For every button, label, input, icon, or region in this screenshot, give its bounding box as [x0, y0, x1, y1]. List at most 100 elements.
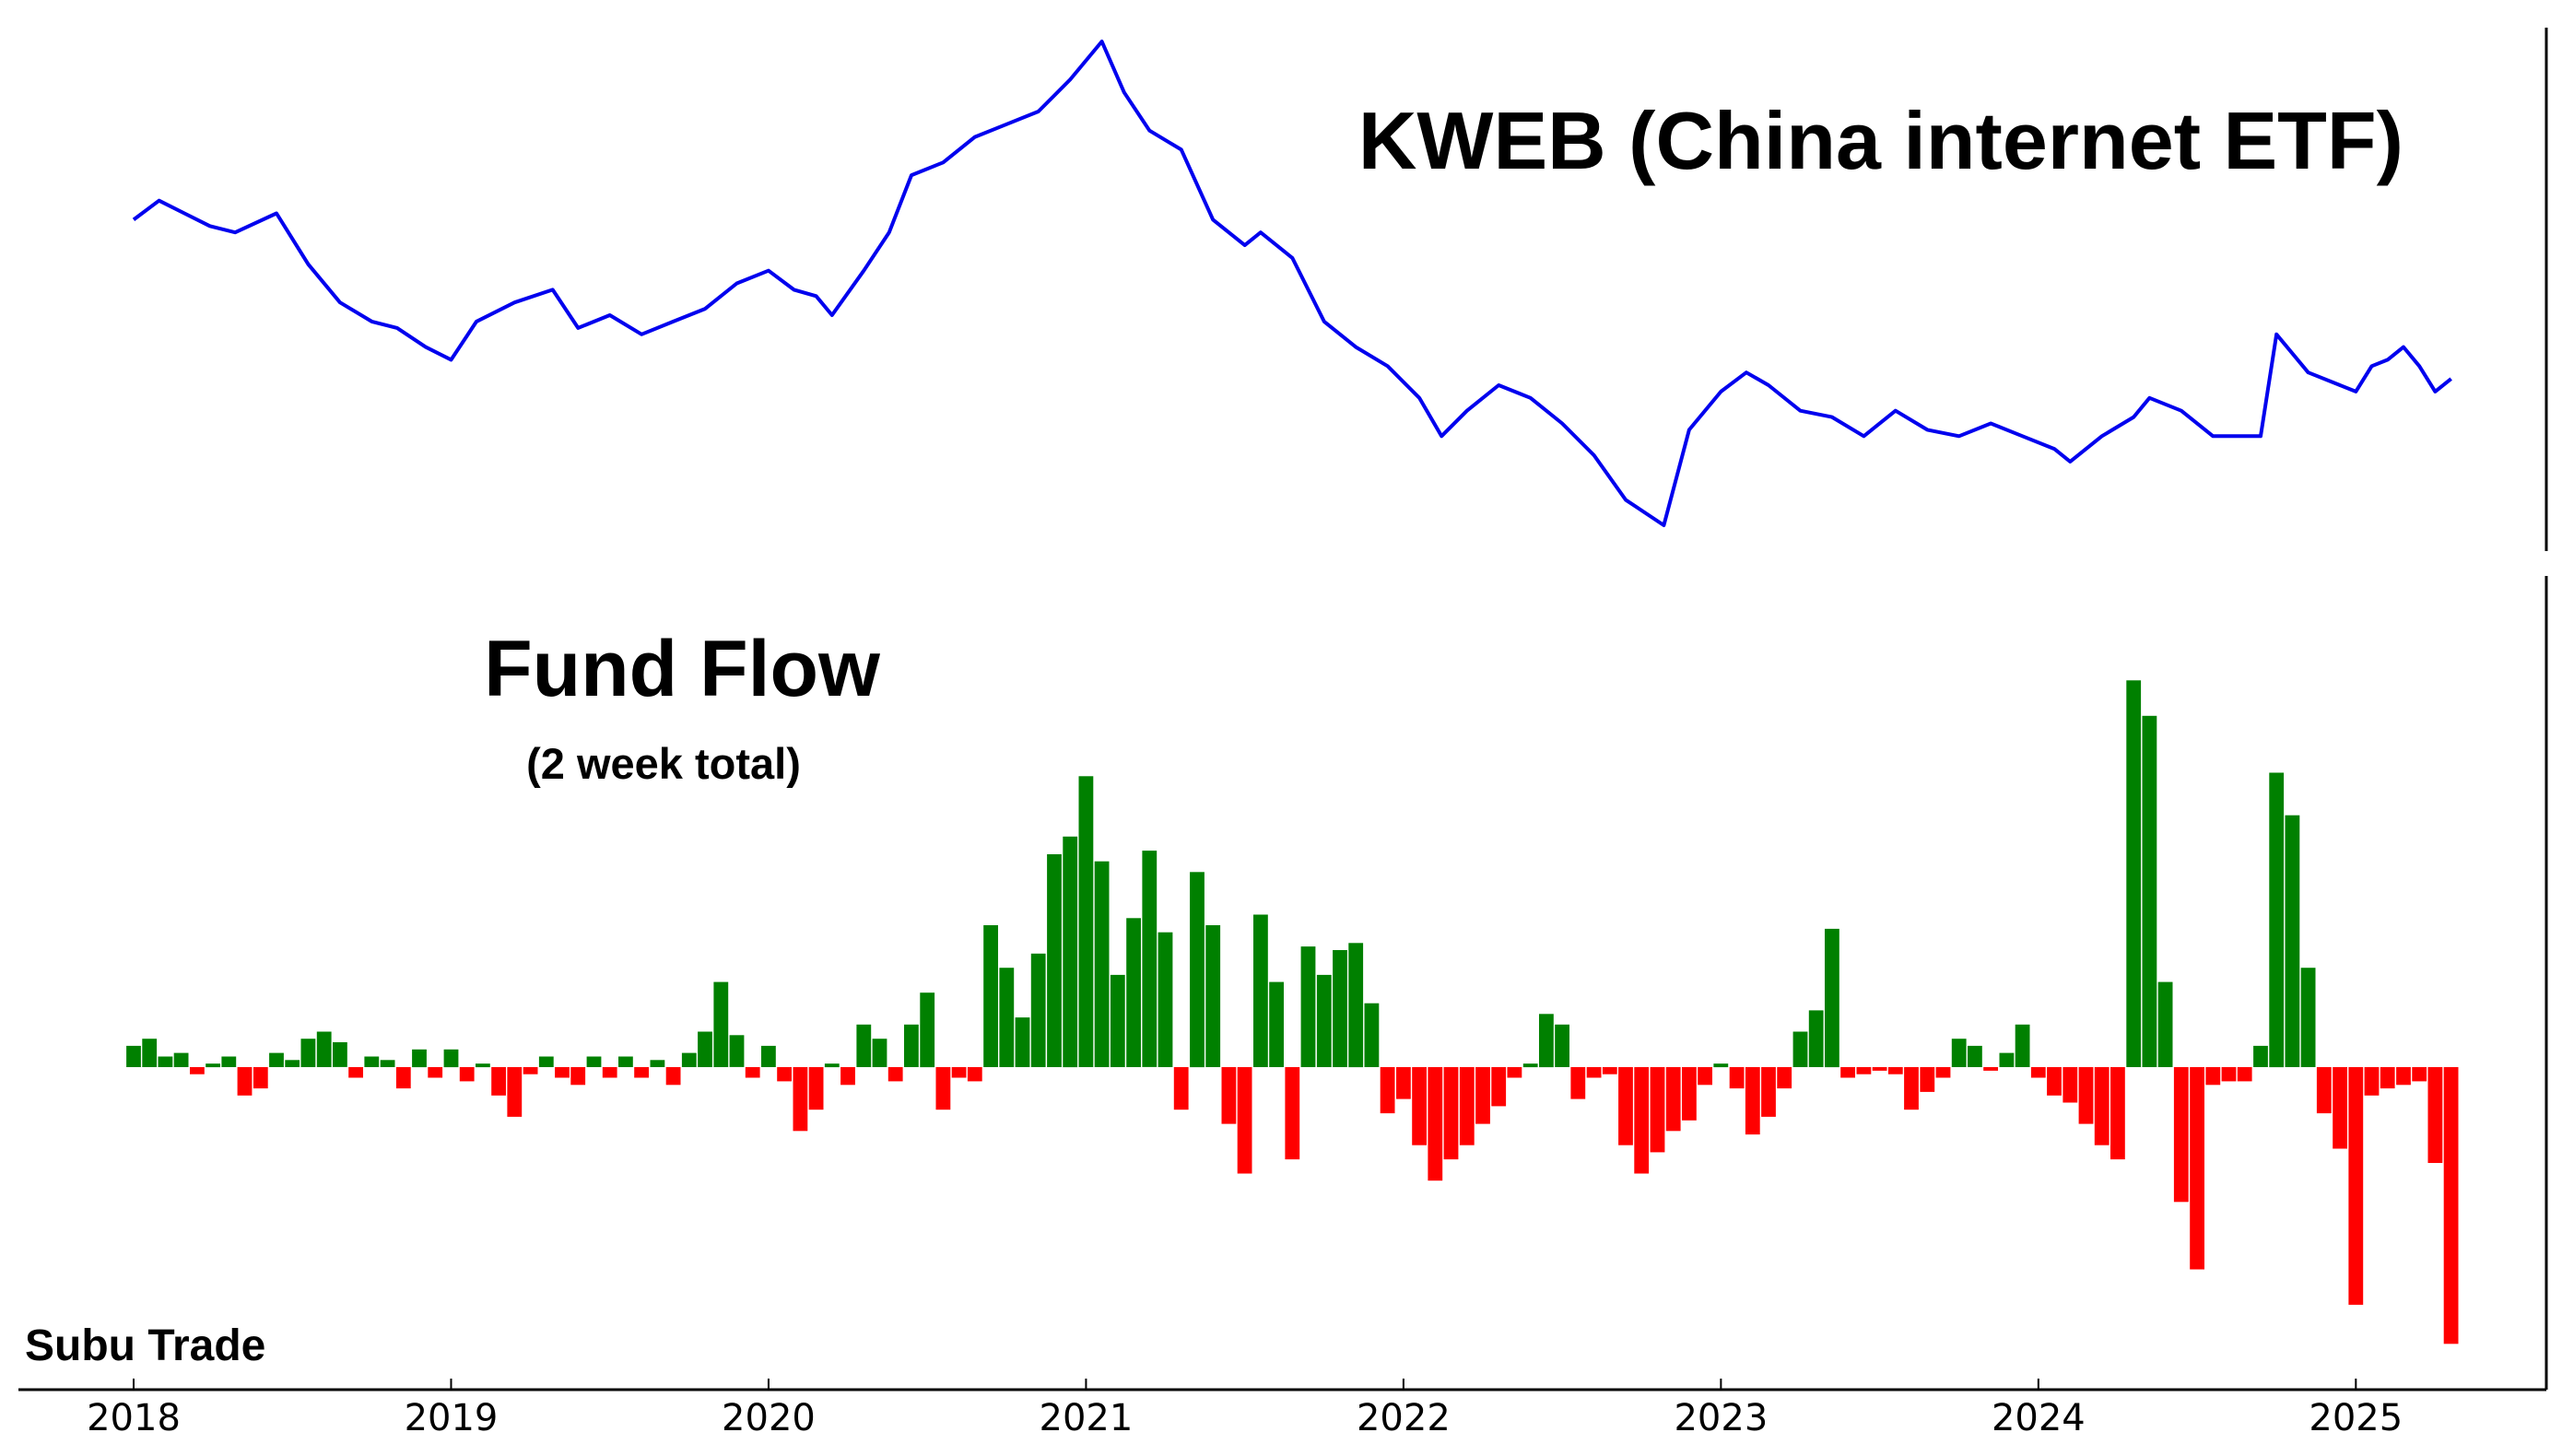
flow-bar-outflow [237, 1067, 253, 1096]
flow-bar-inflow [761, 1045, 776, 1067]
flow-bar-outflow [1428, 1067, 1443, 1181]
flow-bar-inflow [904, 1024, 919, 1067]
flow-bar-inflow [126, 1045, 141, 1067]
flow-bar-inflow [1555, 1024, 1569, 1067]
flow-bar-outflow [887, 1067, 903, 1082]
flow-bar-inflow [380, 1060, 395, 1067]
x-tick-label: 2021 [1040, 1397, 1134, 1439]
flow-bar-outflow [348, 1067, 363, 1078]
price-panel: KWEB (China internet ETF) [132, 28, 2548, 551]
flow-bar-inflow [681, 1052, 697, 1067]
flow-bar-outflow [634, 1067, 649, 1078]
x-tick-label: 2018 [87, 1397, 181, 1439]
flow-bar-inflow [1364, 1003, 1380, 1067]
flow-bar-inflow [1713, 1063, 1729, 1068]
flow-bar-outflow [523, 1067, 538, 1074]
flow-bar-inflow [2126, 680, 2142, 1067]
flow-bar-outflow [1475, 1067, 1490, 1124]
flow-bar-inflow [333, 1042, 347, 1067]
flow-bar-inflow [650, 1060, 665, 1067]
flow-bar-outflow [808, 1067, 824, 1110]
flow-bar-inflow [206, 1063, 220, 1068]
flow-bar-outflow [1729, 1067, 1745, 1089]
flow-bar-outflow [1602, 1067, 1617, 1074]
flow-bar-outflow [570, 1067, 586, 1086]
flow-bar-inflow [1269, 981, 1284, 1067]
flow-bar-outflow [395, 1067, 411, 1089]
flow-bar-inflow [443, 1049, 459, 1068]
flow-panel: Fund Flow (2 week total) 2018 2019 2020 202… [18, 576, 2548, 1439]
flow-bar-inflow [983, 925, 998, 1067]
flow-bar-outflow [2412, 1067, 2427, 1082]
flow-bar-outflow [967, 1067, 982, 1082]
flow-bar-inflow [1030, 953, 1046, 1067]
flow-bar-outflow [2333, 1067, 2347, 1149]
watermark: Subu Trade [25, 1321, 265, 1370]
flow-bar-outflow [1920, 1067, 1935, 1092]
flow-bar-outflow [2364, 1067, 2380, 1096]
flow-bar-outflow [1173, 1067, 1189, 1110]
flow-bar-outflow [1237, 1067, 1252, 1174]
flow-bar-outflow [1887, 1067, 1903, 1074]
flow-bar-outflow [1698, 1067, 1712, 1086]
flow-bar-outflow [1682, 1067, 1697, 1121]
flow-bar-inflow [1094, 861, 1110, 1067]
price-line [132, 40, 2452, 527]
flow-bar-inflow [872, 1039, 887, 1067]
flow-bar-inflow [269, 1052, 284, 1067]
flow-bar-inflow [1142, 851, 1158, 1067]
flow-bar-inflow [1158, 932, 1173, 1067]
flow-bar-inflow [729, 1035, 745, 1067]
flow-bar-outflow [190, 1067, 205, 1074]
flow-bar-inflow [412, 1049, 427, 1068]
flow-bar-inflow [618, 1056, 633, 1067]
flow-bar-outflow [1745, 1067, 1760, 1135]
flow-bar-outflow [1856, 1067, 1872, 1074]
flow-bar-inflow [2285, 815, 2300, 1067]
flow-bar-outflow [2348, 1067, 2364, 1305]
flow-bar-outflow [1634, 1067, 1650, 1174]
flow-bar-inflow [2269, 772, 2285, 1068]
flow-bar-outflow [1904, 1067, 1919, 1110]
flow-bar-inflow [142, 1039, 158, 1067]
flow-bar-outflow [665, 1067, 681, 1086]
flow-bar-outflow [1396, 1067, 1411, 1099]
x-tick-label: 2025 [2309, 1397, 2403, 1439]
flow-bar-inflow [538, 1056, 554, 1067]
flow-bar-outflow [1380, 1067, 1395, 1114]
flow-bar-inflow [586, 1056, 602, 1067]
flow-bar-inflow [1792, 1031, 1808, 1067]
flow-bar-inflow [698, 1031, 712, 1067]
flow-bar-inflow [1078, 776, 1094, 1067]
flow-bar-outflow [777, 1067, 792, 1082]
flow-bar-outflow [1840, 1067, 1855, 1078]
flow-chart-title: Fund Flow [484, 625, 881, 713]
flow-bar-outflow [2316, 1067, 2332, 1114]
flow-bar-outflow [2190, 1067, 2204, 1270]
flow-bar-inflow [999, 968, 1015, 1067]
flow-bar-inflow [2300, 968, 2316, 1067]
flow-bar-outflow [1665, 1067, 1681, 1132]
flow-bar-outflow [253, 1067, 268, 1089]
flow-bar-outflow [2173, 1067, 2189, 1203]
flow-bar-outflow [1777, 1067, 1792, 1089]
flow-bar-inflow [158, 1056, 173, 1067]
flow-bar-outflow [793, 1067, 808, 1132]
flow-bar-inflow [1205, 925, 1221, 1067]
flow-bar-inflow [221, 1056, 237, 1067]
flow-bar-outflow [2221, 1067, 2237, 1082]
flow-bar-outflow [602, 1067, 617, 1078]
flow-bar-inflow [1808, 1010, 1824, 1067]
flow-bar-inflow [1999, 1052, 2015, 1067]
x-tick-label: 2024 [1992, 1397, 2086, 1439]
x-axis-ticks: 2018 2019 2020 2021 2022 2023 2024 2025 [87, 1379, 2403, 1439]
flow-bar-inflow [1126, 918, 1141, 1067]
flow-bar-outflow [2205, 1067, 2221, 1086]
flow-bar-outflow [951, 1067, 967, 1078]
flow-bar-inflow [713, 981, 729, 1067]
flow-bar-inflow [2157, 981, 2173, 1067]
flow-bar-inflow [1316, 974, 1332, 1067]
flow-bar-inflow [1110, 974, 1125, 1067]
flow-bar-outflow [2396, 1067, 2411, 1086]
flow-bar-inflow [173, 1052, 189, 1067]
